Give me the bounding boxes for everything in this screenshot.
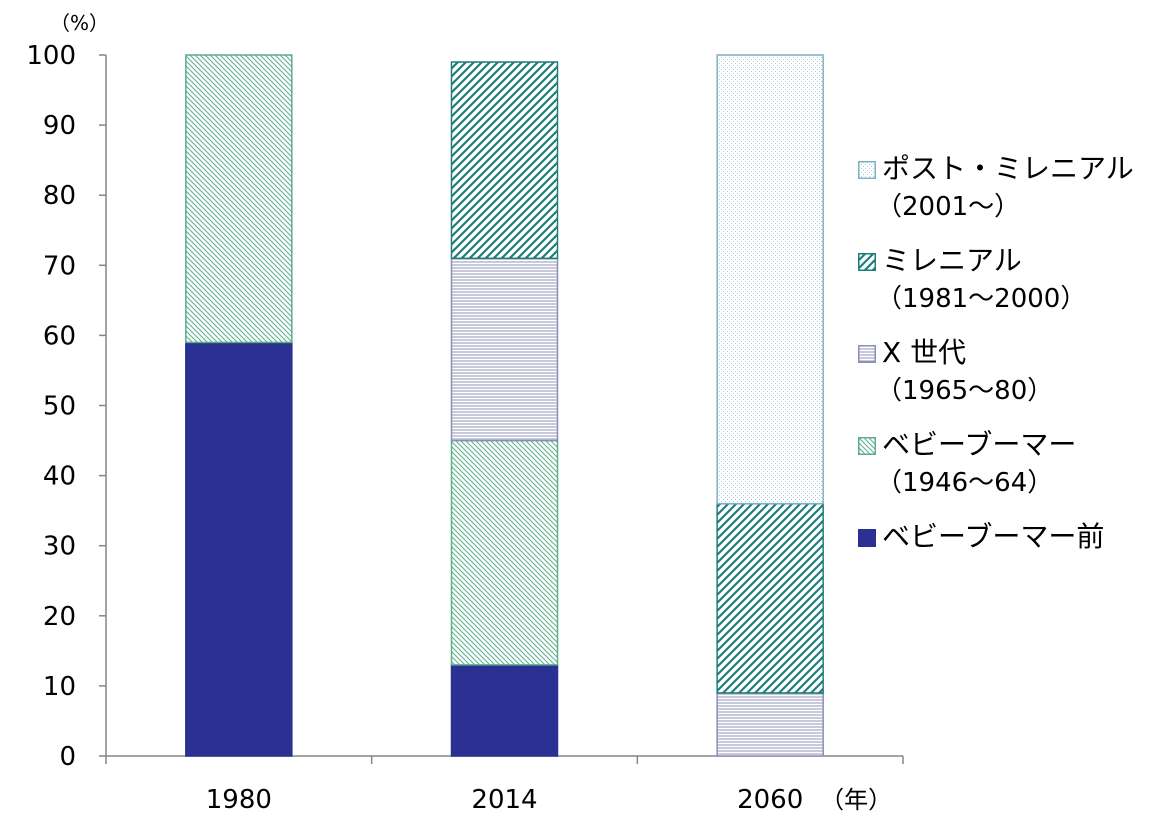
- legend-item: ポスト・ミレニアル （2001～）: [858, 150, 1158, 226]
- y-tick-label: 0: [59, 742, 76, 772]
- y-tick-label: 20: [43, 602, 76, 632]
- x-tick-label: 1980: [206, 785, 272, 815]
- legend-swatch: [858, 253, 876, 271]
- legend-swatch: [858, 437, 876, 455]
- legend-item: ミレニアル （1981～2000）: [858, 242, 1158, 318]
- bar-segment: [716, 502, 824, 694]
- bar-segment: [450, 439, 559, 666]
- bar-segment: [450, 257, 559, 442]
- y-tick-label: 70: [43, 251, 76, 281]
- x-unit-label: （年）: [820, 786, 892, 814]
- legend-label: ポスト・ミレニアル: [882, 152, 1134, 185]
- y-tick-label: 10: [43, 672, 76, 702]
- legend-sublabel: （2001～）: [876, 192, 1021, 222]
- legend-sublabel: （1981～2000）: [876, 284, 1087, 314]
- bar-segment: [185, 341, 293, 757]
- y-tick-label: 60: [43, 321, 76, 351]
- legend-label: ベビーブーマー前: [882, 520, 1105, 553]
- bar-segment: [450, 664, 559, 757]
- legend-label: ミレニアル: [882, 244, 1022, 277]
- y-tick-label: 40: [43, 462, 76, 492]
- y-unit-label: （%）: [50, 11, 109, 35]
- legend-item: X 世代 （1965～80）: [858, 334, 1158, 410]
- legend-swatch: [858, 345, 876, 363]
- y-tick-label: 80: [43, 181, 76, 211]
- bar-segment: [716, 692, 824, 757]
- x-tick-label: 2014: [471, 785, 537, 815]
- legend-label: X 世代: [882, 336, 967, 369]
- legend: ポスト・ミレニアル （2001～） ミレニアル （1981～2000） X 世代 （196…: [858, 150, 1158, 572]
- legend-item: ベビーブーマー前: [858, 518, 1158, 556]
- y-tick-label: 30: [43, 532, 76, 562]
- y-tick-label: 90: [43, 111, 76, 141]
- legend-item: ベビーブーマー （1946～64）: [858, 426, 1158, 502]
- bar-segment: [716, 54, 824, 505]
- y-tick-label: 100: [26, 41, 76, 71]
- legend-label: ベビーブーマー: [882, 428, 1077, 461]
- legend-sublabel: （1946～64）: [876, 468, 1054, 498]
- legend-sublabel: （1965～80）: [876, 376, 1054, 406]
- bar-segment: [450, 61, 559, 260]
- bar-segment: [185, 54, 293, 344]
- x-tick-label: 2060: [737, 785, 803, 815]
- y-tick-label: 50: [43, 392, 76, 422]
- legend-swatch: [858, 161, 876, 179]
- legend-swatch: [858, 529, 876, 547]
